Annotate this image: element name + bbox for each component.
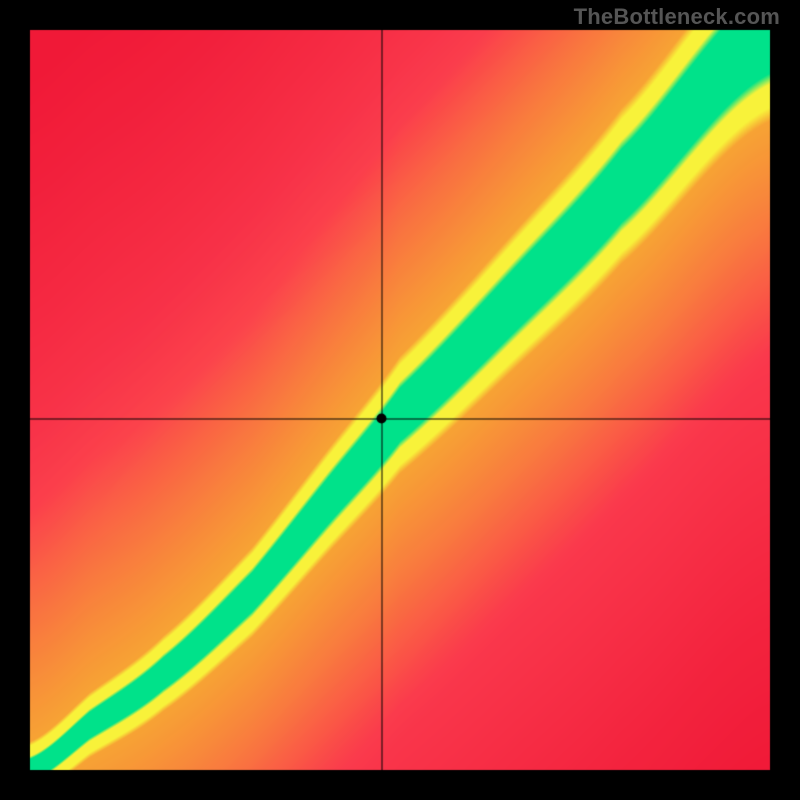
chart-container: TheBottleneck.com	[0, 0, 800, 800]
watermark-text: TheBottleneck.com	[574, 4, 780, 30]
bottleneck-heatmap-canvas	[0, 0, 800, 800]
